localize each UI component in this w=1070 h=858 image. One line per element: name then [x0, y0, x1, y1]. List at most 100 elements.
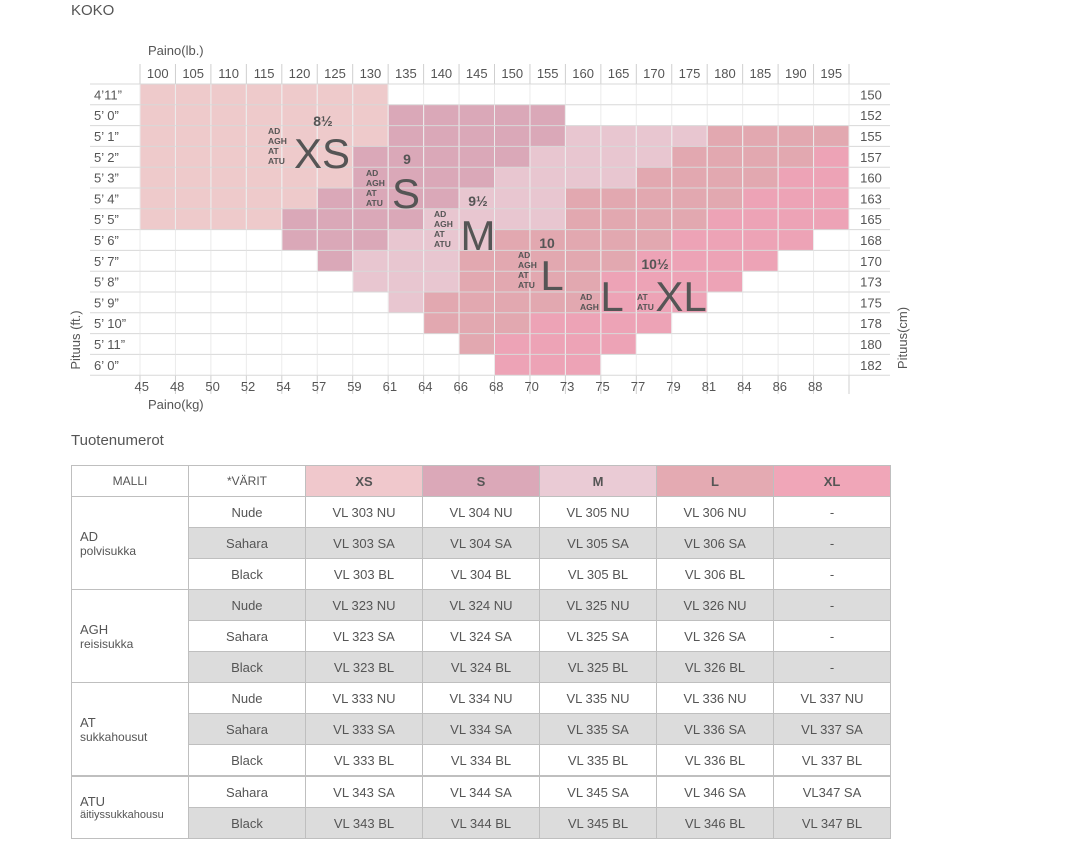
lb-tick: 105 — [182, 66, 204, 81]
product-code-cell: VL 323 NU — [305, 589, 423, 621]
size-model-code: AGH — [268, 136, 287, 146]
kg-tick: 73 — [560, 379, 574, 394]
model-description: sukkahousut — [80, 729, 148, 744]
size-region-cell — [352, 250, 460, 272]
size-label-s: S — [392, 170, 420, 217]
lb-tick: 125 — [324, 66, 346, 81]
model-description: polvisukka — [80, 543, 137, 558]
product-code-cell: VL 324 BL — [422, 651, 540, 683]
model-name: ATU — [80, 794, 106, 809]
model-cell: ATU äitiyssukkahousu — [71, 775, 189, 839]
cm-tick: 150 — [860, 87, 882, 102]
header-model: MALLI — [71, 465, 189, 497]
ft-tick: 5’ 10” — [94, 316, 126, 331]
size-model-code: ATU — [518, 280, 535, 290]
size-number: 10½ — [641, 256, 669, 272]
color-cell: Sahara — [188, 620, 306, 652]
size-region-cell — [600, 292, 708, 313]
product-code-cell: VL 305 BL — [539, 558, 657, 590]
kg-tick: 54 — [276, 379, 290, 394]
product-code-cell: VL 334 NU — [422, 682, 540, 714]
size-model-code: AGH — [580, 302, 599, 312]
size-model-code: AT — [637, 292, 649, 302]
cm-tick: 163 — [860, 191, 882, 206]
lb-tick: 110 — [218, 66, 239, 81]
product-code-cell: VL 303 BL — [305, 558, 423, 590]
size-model-code: AT — [366, 188, 378, 198]
lb-tick: 140 — [430, 66, 452, 81]
cm-tick: 178 — [860, 316, 882, 331]
size-number: 9 — [403, 151, 411, 167]
lb-tick: 115 — [254, 66, 275, 81]
product-code-cell: - — [773, 496, 891, 528]
model-name: AT — [80, 714, 96, 730]
color-cell: Nude — [188, 496, 306, 528]
lb-tick: 175 — [679, 66, 701, 81]
lb-tick: 170 — [643, 66, 665, 81]
product-code-cell: VL 326 NU — [656, 589, 774, 621]
size-model-code: AD — [268, 126, 280, 136]
kg-tick: 77 — [631, 379, 645, 394]
product-code-cell: VL 326 BL — [656, 651, 774, 683]
size-number: 9½ — [468, 193, 488, 209]
kg-tick: 88 — [808, 379, 822, 394]
product-code-cell: VL 326 SA — [656, 620, 774, 652]
size-model-code: ATU — [434, 239, 451, 249]
product-code-cell: - — [773, 558, 891, 590]
kg-tick: 79 — [666, 379, 680, 394]
color-cell: Black — [188, 558, 306, 590]
right-axis-label: Pituus(cm) — [895, 307, 910, 369]
cm-tick: 165 — [860, 212, 882, 227]
size-region-cell — [388, 229, 495, 251]
ft-tick: 5’ 5” — [94, 212, 119, 227]
ft-tick: 5’ 0” — [94, 108, 119, 123]
table-row: AGH reisisukka Nude VL 323 NU VL 324 NU VL 32… — [71, 589, 891, 683]
header-size-s: S — [422, 465, 540, 497]
product-code-cell: VL 333 BL — [305, 744, 423, 777]
size-label-xs: XS — [294, 130, 350, 177]
cm-tick: 180 — [860, 337, 882, 352]
product-code-cell: VL 333 NU — [305, 682, 423, 714]
size-model-code: ATU — [268, 156, 285, 166]
size-region-cell — [140, 125, 389, 147]
model-description: äitiyssukkahousu — [80, 809, 164, 821]
product-code-cell: VL 336 SA — [656, 713, 774, 745]
size-model-code: ATU — [637, 302, 654, 312]
page-title: KOKO — [71, 2, 115, 19]
size-region-cell — [281, 229, 389, 251]
ft-tick: 4’11” — [94, 87, 122, 102]
color-cell: Sahara — [188, 527, 306, 559]
product-code-cell: - — [773, 620, 891, 652]
color-cell: Sahara — [188, 713, 306, 745]
kg-tick: 81 — [702, 379, 716, 394]
size-region-cell — [317, 250, 353, 272]
table-row: Sahara VL 323 SA VL 324 SA VL 325 SA VL 326 … — [72, 620, 891, 652]
table-row: ATU äitiyssukkahousu Sahara VL 343 SA VL 344… — [71, 775, 891, 839]
size-model-code: AT — [434, 229, 446, 239]
size-label-xl: XL — [655, 273, 706, 320]
kg-tick: 64 — [418, 379, 432, 394]
cm-tick: 173 — [860, 275, 882, 290]
size-model-code: ATU — [366, 198, 383, 208]
product-code-cell: VL 335 SA — [539, 713, 657, 745]
header-size-l: L — [656, 465, 774, 497]
header-size-m: M — [539, 465, 657, 497]
lb-tick: 135 — [395, 66, 417, 81]
kg-tick: 57 — [312, 379, 326, 394]
color-cell: Nude — [188, 589, 306, 621]
product-code-cell: VL 334 SA — [422, 713, 540, 745]
kg-tick: 50 — [205, 379, 219, 394]
lb-tick: 130 — [360, 66, 382, 81]
kg-tick: 86 — [773, 379, 787, 394]
size-chart: 100 105 110 115 120 125 130 135 140 145 150 155 160 1… — [68, 43, 910, 412]
header-size-xs: XS — [305, 465, 423, 497]
size-model-code: AGH — [434, 219, 453, 229]
size-region-cell — [423, 312, 530, 334]
header-colors: *VÄRIT — [188, 465, 306, 497]
product-code-cell: VL 335 BL — [539, 744, 657, 777]
model-description: reisisukka — [80, 636, 134, 651]
product-code-cell: VL 336 BL — [656, 744, 774, 777]
product-code-cell: VL 303 SA — [305, 527, 423, 559]
cm-tick: 152 — [860, 108, 882, 123]
kg-tick: 75 — [595, 379, 609, 394]
